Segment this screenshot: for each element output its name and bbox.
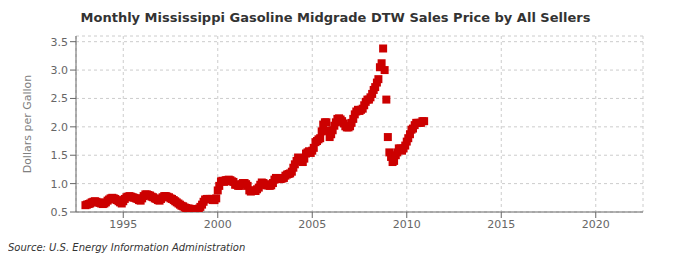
svg-text:2.5: 2.5	[51, 92, 69, 105]
svg-text:2000: 2000	[204, 218, 232, 231]
html-text:Monthly Mississippi Gasoline M: Monthly Mississippi Gasoline Midgrade DT…	[80, 10, 591, 25]
svg-text:2005: 2005	[298, 218, 326, 231]
svg-text:Dollars per Gallon: Dollars per Gallon	[21, 75, 34, 174]
svg-text:2010: 2010	[393, 218, 421, 231]
svg-text:1.0: 1.0	[51, 178, 69, 191]
svg-text:2020: 2020	[582, 218, 610, 231]
svg-text:0.5: 0.5	[51, 206, 69, 219]
svg-text:3.5: 3.5	[51, 36, 69, 49]
svg-text:3.0: 3.0	[51, 64, 69, 77]
svg-text:1995: 1995	[109, 218, 137, 231]
svg-text:1.5: 1.5	[51, 149, 69, 162]
svg-text:2015: 2015	[487, 218, 515, 231]
html-text:Source: U.S. Energy Informatio: Source: U.S. Energy Information Administ…	[8, 242, 246, 253]
svg-text:2.0: 2.0	[51, 121, 69, 134]
